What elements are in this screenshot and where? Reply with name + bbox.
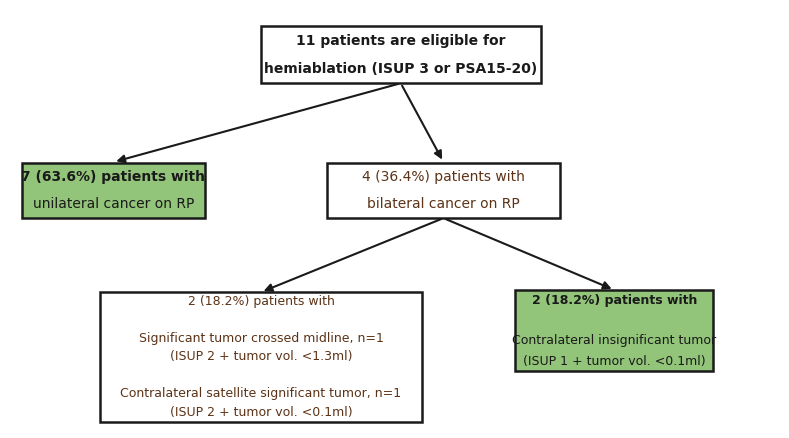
FancyBboxPatch shape <box>515 290 713 371</box>
FancyBboxPatch shape <box>100 293 422 421</box>
Text: 2 (18.2%) patients with: 2 (18.2%) patients with <box>188 295 335 308</box>
Text: Contralateral satellite significant tumor, n=1: Contralateral satellite significant tumo… <box>121 387 402 400</box>
Text: unilateral cancer on RP: unilateral cancer on RP <box>33 197 194 211</box>
Text: Contralateral insignificant tumor: Contralateral insignificant tumor <box>512 334 716 347</box>
FancyBboxPatch shape <box>261 26 540 83</box>
Text: Significant tumor crossed midline, n=1: Significant tumor crossed midline, n=1 <box>139 332 383 345</box>
FancyBboxPatch shape <box>22 163 204 218</box>
FancyBboxPatch shape <box>327 163 560 218</box>
Text: (ISUP 2 + tumor vol. <1.3ml): (ISUP 2 + tumor vol. <1.3ml) <box>170 350 352 364</box>
Text: bilateral cancer on RP: bilateral cancer on RP <box>367 197 520 211</box>
Text: hemiablation (ISUP 3 or PSA15-20): hemiablation (ISUP 3 or PSA15-20) <box>264 62 537 76</box>
Text: 7 (63.6%) patients with: 7 (63.6%) patients with <box>21 170 205 184</box>
Text: 11 patients are eligible for: 11 patients are eligible for <box>296 34 506 47</box>
Text: (ISUP 1 + tumor vol. <0.1ml): (ISUP 1 + tumor vol. <0.1ml) <box>523 355 705 367</box>
Text: 4 (36.4%) patients with: 4 (36.4%) patients with <box>362 170 525 184</box>
Text: (ISUP 2 + tumor vol. <0.1ml): (ISUP 2 + tumor vol. <0.1ml) <box>170 406 353 419</box>
Text: 2 (18.2%) patients with: 2 (18.2%) patients with <box>532 294 697 307</box>
